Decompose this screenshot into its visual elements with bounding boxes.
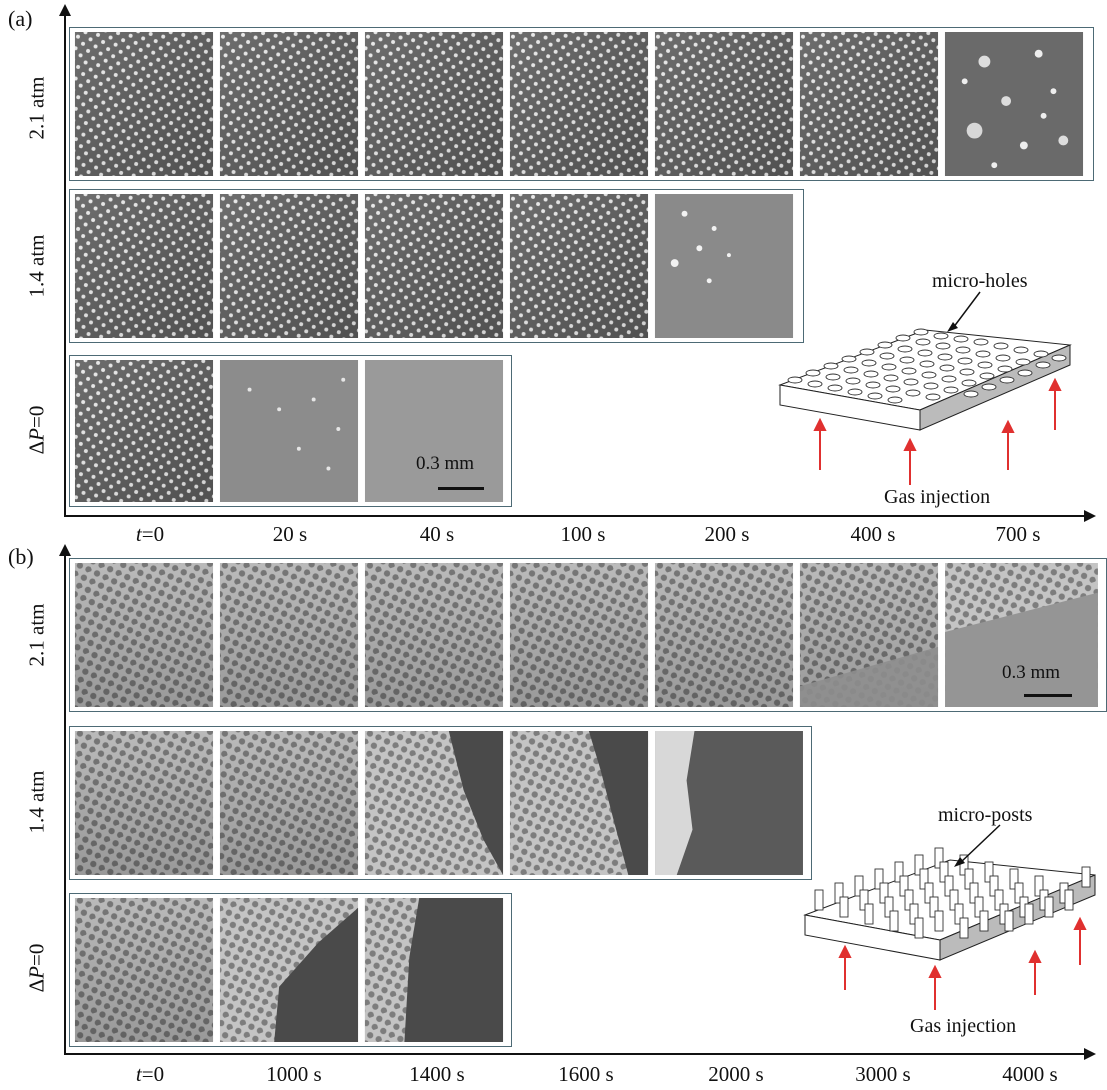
panel-b-scale-bar-label: 0.3 mm <box>1002 662 1061 683</box>
panel-a-row-label-2-1atm: 2.1 atm <box>24 76 49 140</box>
micro-posts-diagram <box>800 805 1100 1035</box>
panel-b-scale-bar <box>1024 694 1072 697</box>
panel-a-gas-injection-label: Gas injection <box>884 486 991 508</box>
panel-b-row2-strip <box>69 726 812 880</box>
panel-a-y-axis-arrow <box>59 4 71 16</box>
image-frame <box>944 563 1099 707</box>
panel-a-time-label: 400 s <box>850 522 896 546</box>
image-frame <box>799 563 939 707</box>
panel-a-time-label: 100 s <box>560 522 606 546</box>
image-frame <box>219 32 359 176</box>
image-frame <box>799 32 939 176</box>
panel-b-row3-strip <box>69 893 512 1047</box>
image-frame <box>509 32 649 176</box>
panel-a-time-label: 40 s <box>419 522 455 546</box>
panel-b-time-label: 1400 s <box>409 1062 465 1086</box>
image-frame <box>219 360 359 502</box>
panel-a-scale-bar-label: 0.3 mm <box>416 453 475 474</box>
image-frame <box>74 360 214 502</box>
panel-b-x-axis <box>64 1053 1086 1055</box>
panel-b-y-axis-arrow <box>59 544 71 556</box>
panel-a-x-axis <box>64 515 1086 517</box>
panel-a-time-label: t=0 <box>135 522 165 546</box>
image-frame <box>219 194 359 338</box>
panel-a-scale-bar <box>438 487 484 490</box>
panel-a-time-label: 200 s <box>704 522 750 546</box>
image-frame <box>219 898 359 1042</box>
panel-b-time-label: 3000 s <box>855 1062 911 1086</box>
panel-b-y-axis <box>64 552 66 1054</box>
image-frame <box>74 563 214 707</box>
image-frame <box>219 731 359 875</box>
image-frame <box>74 731 214 875</box>
panel-b-time-label: 1000 s <box>266 1062 322 1086</box>
micro-posts-label: micro-posts <box>938 804 1033 826</box>
image-frame <box>219 563 359 707</box>
image-frame <box>74 32 214 176</box>
panel-a-row-label-dp0: ΔP=0 <box>24 405 49 455</box>
panel-b-time-label: 1600 s <box>558 1062 614 1086</box>
panel-a-row2-strip <box>69 189 804 343</box>
image-frame <box>74 898 214 1042</box>
panel-b-x-axis-arrow <box>1084 1048 1096 1060</box>
micro-holes-label: micro-holes <box>932 270 1028 292</box>
panel-a-x-axis-arrow <box>1084 510 1096 522</box>
panel-b-row1-strip: 0.3 mm <box>69 558 1107 712</box>
panel-a-label: (a) <box>8 6 33 31</box>
panel-a-row-label-1-4atm: 1.4 atm <box>24 234 49 298</box>
panel-b-time-label: 4000 s <box>1002 1062 1058 1086</box>
panel-a-row3-strip: 0.3 mm <box>69 355 512 507</box>
panel-a-time-label: 700 s <box>995 522 1041 546</box>
image-frame <box>74 194 214 338</box>
micro-holes-diagram <box>775 270 1075 510</box>
image-frame <box>509 563 649 707</box>
image-frame <box>364 194 504 338</box>
panel-b-label: (b) <box>8 544 34 569</box>
image-frame <box>654 32 794 176</box>
image-frame <box>509 194 649 338</box>
panel-a-row1-strip <box>69 27 1094 181</box>
panel-b-gas-injection-label: Gas injection <box>910 1015 1017 1037</box>
panel-a-time-label: 20 s <box>272 522 308 546</box>
panel-b-time-label: t=0 <box>135 1062 165 1086</box>
image-frame <box>364 360 504 502</box>
image-frame <box>944 32 1084 176</box>
image-frame <box>654 563 794 707</box>
image-frame <box>654 194 794 338</box>
image-frame <box>364 898 504 1042</box>
image-frame <box>364 731 504 875</box>
panel-b-time-label: 2000 s <box>708 1062 764 1086</box>
panel-b-row-label-2-1atm: 2.1 atm <box>24 603 49 667</box>
panel-a-y-axis <box>64 12 66 516</box>
image-frame <box>654 731 804 875</box>
image-frame <box>364 32 504 176</box>
panel-b-row-label-1-4atm: 1.4 atm <box>24 770 49 834</box>
image-frame <box>364 563 504 707</box>
image-frame <box>509 731 649 875</box>
panel-b-row-label-dp0: ΔP=0 <box>24 943 49 993</box>
